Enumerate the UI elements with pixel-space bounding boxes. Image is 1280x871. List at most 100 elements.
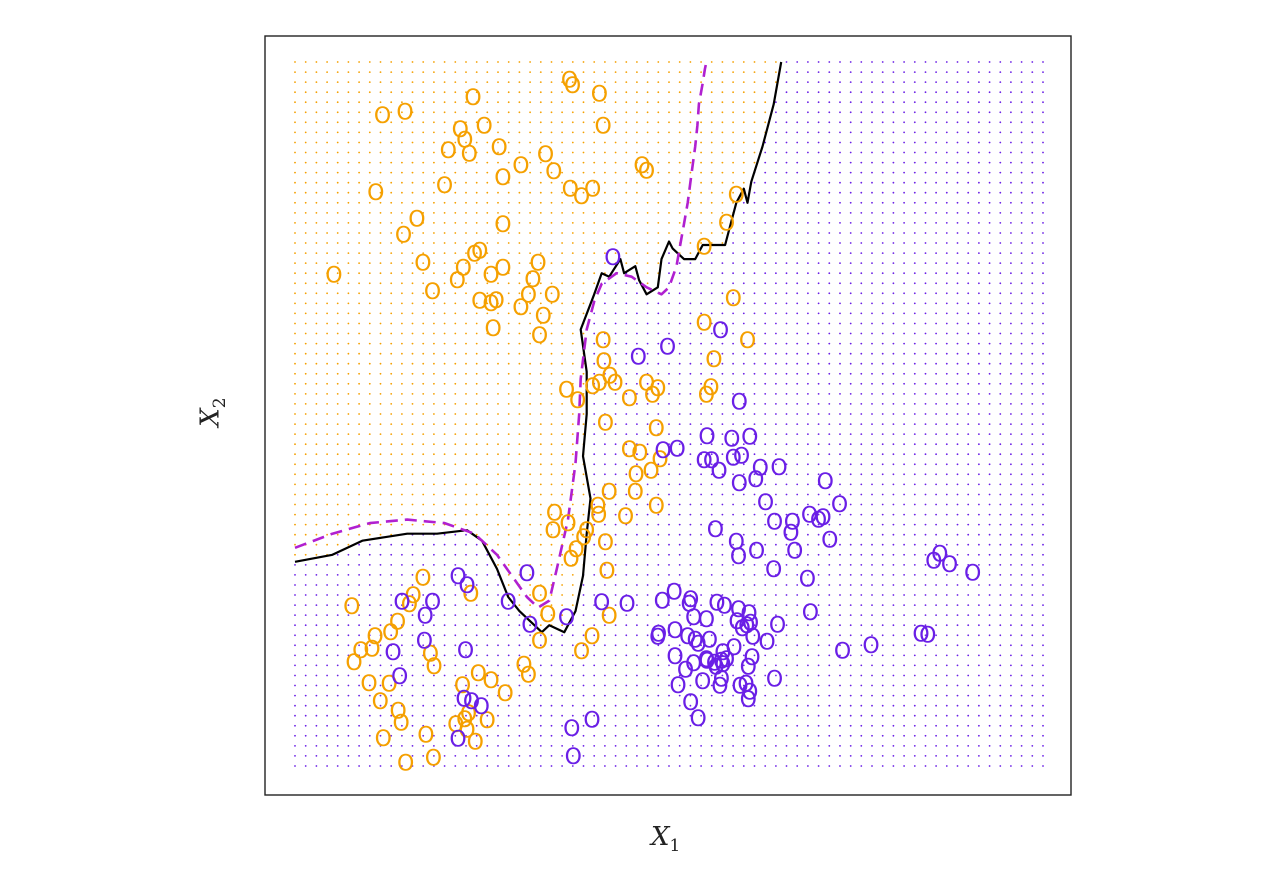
grid-dot: [860, 513, 863, 516]
grid-dot: [999, 322, 1002, 325]
grid-dot: [379, 624, 382, 627]
grid-dot: [742, 352, 745, 355]
grid-dot: [689, 564, 692, 566]
grid-dot: [945, 171, 948, 174]
grid-dot: [465, 332, 467, 335]
grid-dot: [401, 161, 403, 164]
grid-dot: [753, 523, 756, 526]
grid-dot: [390, 212, 393, 214]
grid-dot: [689, 684, 692, 687]
grid-dot: [978, 141, 980, 144]
grid-dot: [657, 111, 660, 114]
grid-dot: [326, 171, 328, 174]
grid-dot: [753, 734, 756, 737]
grid-dot: [903, 393, 905, 395]
grid-dot: [304, 101, 307, 104]
grid-dot: [614, 131, 617, 134]
grid-dot: [1031, 533, 1034, 536]
grid-dot: [582, 262, 585, 264]
grid-dot: [529, 272, 531, 275]
grid-dot: [689, 121, 692, 124]
grid-dot: [903, 523, 905, 526]
grid-dot: [732, 403, 734, 405]
grid-dot: [443, 433, 446, 435]
grid-dot: [892, 734, 895, 737]
grid-dot: [379, 734, 382, 737]
grid-dot: [539, 704, 542, 707]
grid-dot: [657, 81, 660, 83]
grid-dot: [294, 362, 296, 365]
grid-dot: [326, 704, 328, 707]
grid-dot: [956, 453, 959, 456]
grid-dot: [614, 222, 617, 224]
grid-dot: [465, 724, 467, 727]
grid-dot: [764, 694, 767, 697]
grid-dot: [336, 664, 339, 667]
grid-dot: [411, 242, 414, 244]
grid-dot: [401, 755, 403, 757]
grid-dot: [347, 131, 350, 134]
grid-dot: [604, 382, 606, 385]
grid-dot: [828, 212, 831, 214]
grid-dot: [753, 362, 756, 365]
grid-dot: [668, 232, 670, 234]
grid-dot: [358, 624, 360, 627]
grid-dot: [379, 564, 382, 566]
grid-dot: [785, 574, 788, 576]
grid-dot: [593, 262, 596, 264]
grid-dot: [550, 61, 553, 63]
grid-dot: [454, 352, 457, 355]
grid-dot: [475, 111, 478, 114]
grid-dot: [1031, 483, 1034, 486]
grid-dot: [668, 272, 670, 275]
grid-dot: [550, 423, 553, 425]
grid-dot: [433, 302, 435, 305]
grid-dot: [433, 745, 435, 747]
grid-dot: [807, 81, 809, 83]
grid-dot: [785, 322, 788, 325]
grid-dot: [753, 634, 756, 637]
grid-dot: [636, 684, 638, 687]
grid-dot: [539, 212, 542, 214]
grid-dot: [304, 201, 307, 204]
grid-dot: [817, 212, 820, 214]
grid-dot: [582, 704, 585, 707]
grid-dot: [529, 111, 531, 114]
grid-dot: [315, 121, 318, 124]
grid-dot: [465, 242, 467, 244]
grid-dot: [913, 403, 916, 405]
grid-dot: [454, 584, 457, 586]
grid-dot: [465, 533, 467, 536]
grid-dot: [881, 674, 884, 677]
grid-dot: [358, 403, 360, 405]
grid-dot: [379, 201, 382, 204]
grid-dot: [475, 332, 478, 335]
grid-dot: [336, 342, 339, 345]
grid-dot: [486, 604, 489, 606]
grid-dot: [871, 734, 873, 737]
grid-dot: [775, 382, 777, 385]
grid-dot: [401, 332, 403, 335]
grid-dot: [636, 161, 638, 164]
grid-dot: [881, 232, 884, 234]
grid-dot: [732, 624, 734, 627]
grid-dot: [443, 362, 446, 365]
grid-dot: [860, 473, 863, 476]
grid-dot: [497, 694, 499, 697]
grid-dot: [433, 503, 435, 506]
grid-dot: [903, 433, 905, 435]
grid-dot: [336, 171, 339, 174]
grid-dot: [807, 553, 809, 556]
grid-dot: [593, 352, 596, 355]
grid-dot: [839, 604, 841, 606]
grid-dot: [614, 212, 617, 214]
grid-dot: [614, 91, 617, 94]
grid-dot: [967, 111, 970, 114]
grid-dot: [742, 242, 745, 244]
grid-dot: [390, 171, 393, 174]
grid-dot: [1020, 403, 1023, 405]
grid-dot: [593, 734, 596, 737]
grid-dot: [785, 513, 788, 516]
grid-dot: [1042, 755, 1044, 757]
grid-dot: [347, 564, 350, 566]
